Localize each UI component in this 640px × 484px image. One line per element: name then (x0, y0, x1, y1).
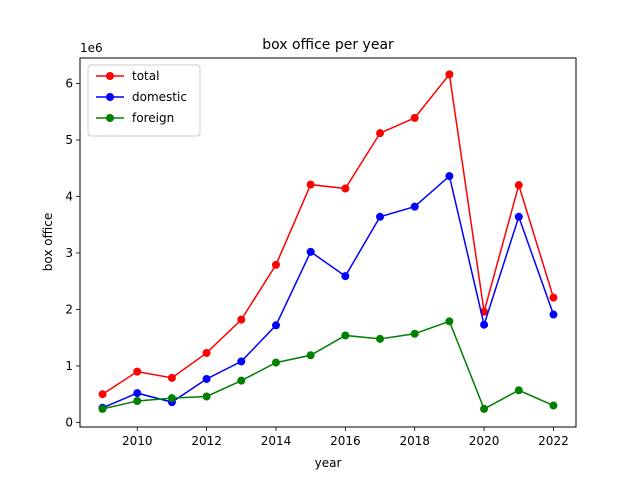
data-point-total (202, 348, 211, 357)
data-point-total (271, 260, 280, 269)
data-point-foreign (237, 376, 246, 385)
data-point-domestic (445, 172, 454, 181)
x-tick-label: 2018 (399, 434, 430, 448)
data-point-domestic (133, 389, 142, 398)
y-tick-label: 2 (65, 302, 73, 316)
data-point-foreign (133, 397, 142, 406)
data-point-foreign (202, 392, 211, 401)
series-line-foreign (102, 320, 554, 410)
x-tick-label: 2022 (538, 434, 569, 448)
x-tick-label: 2014 (261, 434, 292, 448)
y-tick-label: 3 (65, 246, 73, 260)
data-point-total (445, 70, 454, 79)
legend-marker-total (106, 72, 114, 80)
data-point-total (237, 315, 246, 324)
data-point-foreign (98, 404, 107, 413)
data-point-total (133, 367, 142, 376)
data-point-domestic (376, 212, 385, 221)
data-point-total (376, 129, 385, 138)
data-point-foreign (445, 317, 454, 326)
x-tick-label: 2020 (469, 434, 500, 448)
y-axis-label: box office (41, 213, 55, 271)
data-point-total (306, 180, 315, 189)
y-tick-label: 6 (65, 76, 73, 90)
data-point-domestic (410, 202, 419, 211)
data-point-domestic (514, 212, 523, 221)
y-tick-label: 0 (65, 415, 73, 429)
data-point-foreign (306, 351, 315, 360)
data-point-domestic (341, 272, 350, 281)
data-point-total (167, 373, 176, 382)
chart-title: box office per year (262, 37, 394, 53)
legend-label-domestic: domestic (132, 90, 187, 104)
data-point-foreign (271, 358, 280, 367)
data-point-total (549, 293, 558, 302)
data-point-total (98, 390, 107, 399)
plot-frame (79, 57, 577, 428)
legend-marker-foreign (106, 114, 114, 122)
legend-label-total: total (132, 69, 159, 83)
data-point-domestic (306, 247, 315, 256)
y-tick-label: 5 (65, 133, 73, 147)
data-point-total (514, 181, 523, 190)
data-point-foreign (167, 394, 176, 403)
data-point-domestic (549, 310, 558, 319)
data-point-foreign (410, 329, 419, 338)
data-point-total (410, 113, 419, 122)
series-line-total (102, 72, 555, 395)
data-point-domestic (237, 357, 246, 366)
data-point-total (341, 184, 350, 193)
data-point-foreign (376, 334, 385, 343)
y-offset-label: 1e6 (80, 41, 103, 55)
legend-label-foreign: foreign (132, 111, 174, 125)
data-point-foreign (549, 401, 558, 410)
data-point-domestic (202, 374, 211, 383)
data-point-foreign (480, 404, 489, 413)
data-point-domestic (480, 320, 489, 329)
data-point-domestic (271, 321, 280, 330)
legend: total domestic foreign (87, 64, 201, 137)
x-axis-label: year (315, 456, 342, 470)
x-tick-label: 2016 (330, 434, 361, 448)
data-point-foreign (514, 386, 523, 395)
x-tick-label: 2010 (122, 434, 153, 448)
data-point-foreign (341, 331, 350, 340)
y-tick-label: 1 (65, 359, 73, 373)
x-tick-label: 2012 (191, 434, 222, 448)
y-tick-label: 4 (65, 189, 73, 203)
legend-marker-domestic (106, 93, 114, 101)
